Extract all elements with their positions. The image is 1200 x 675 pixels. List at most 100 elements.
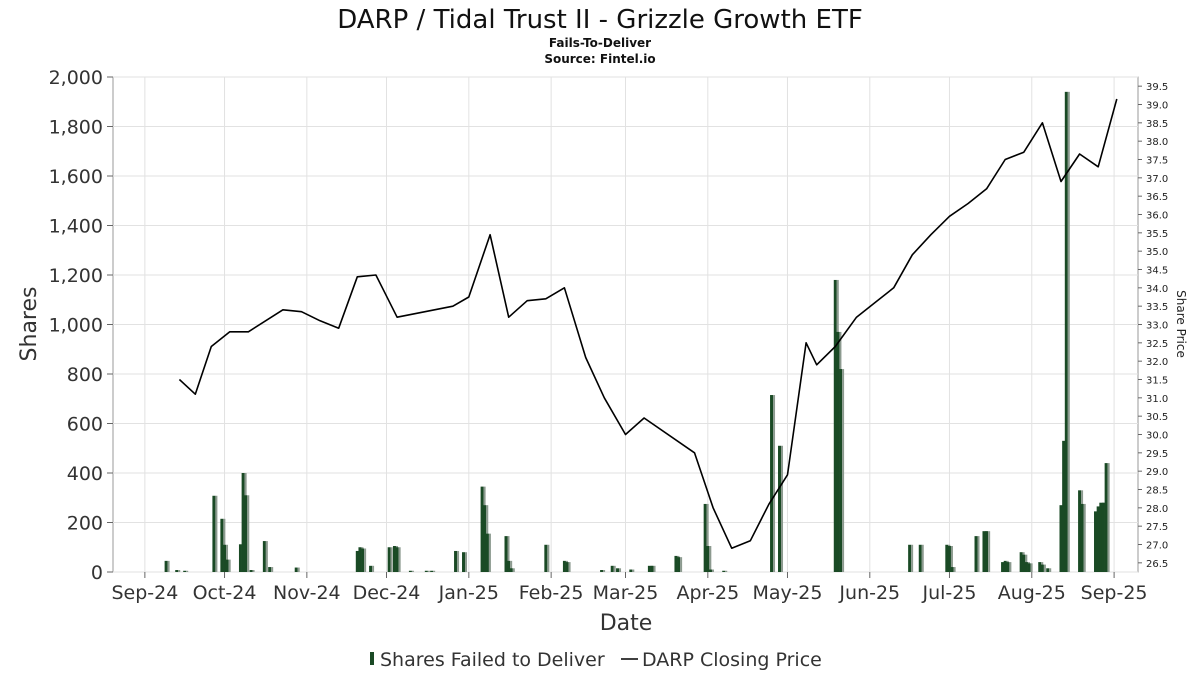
left-tick-label: 2,000 — [49, 67, 103, 89]
ftd-bar — [454, 550, 458, 572]
grid-lines — [113, 76, 1138, 573]
ftd-bar — [544, 544, 548, 572]
left-tick-label: 1,400 — [49, 216, 103, 238]
ftd-bar — [392, 546, 396, 572]
ftd-bar — [424, 570, 428, 572]
ftd-bar — [778, 445, 782, 572]
ftd-bar-shade — [265, 541, 268, 572]
left-tick-label: 1,000 — [49, 315, 103, 337]
ftd-bar — [485, 533, 489, 572]
ftd-bar — [918, 544, 922, 572]
ftd-bar — [647, 565, 651, 572]
ftd-bar — [600, 570, 604, 572]
right-tick-label: 33.0 — [1146, 321, 1168, 332]
ftd-bar — [839, 369, 843, 572]
ftd-bar-shade — [568, 562, 571, 572]
ftd-bar-shade — [1049, 568, 1052, 572]
ftd-bar — [480, 486, 484, 572]
legend-line-label: DARP Closing Price — [642, 649, 822, 671]
right-tick-label: 35.5 — [1146, 229, 1168, 240]
ftd-bar — [504, 536, 508, 572]
right-tick-label: 37.0 — [1146, 174, 1168, 185]
ftd-bar — [361, 548, 365, 572]
ftd-bar — [220, 518, 224, 572]
right-tick-label: 26.5 — [1146, 559, 1168, 570]
ftd-bar-shade — [547, 544, 550, 572]
right-tick-label: 27.5 — [1146, 522, 1168, 533]
ftd-bar — [833, 279, 837, 572]
ftd-bar — [703, 503, 707, 572]
ftd-bar — [1024, 562, 1028, 572]
ftd-bar — [483, 505, 487, 572]
ftd-bar — [225, 559, 229, 572]
chart-subtitle-line-2: Source: Fintel.io — [544, 52, 655, 66]
left-axis-ticks: 0 200 400 600 800 1,000 1,200 1,400 1,600 1,800 2,… — [49, 67, 113, 584]
right-axis-ticks: 26.5 27.0 27.5 28.0 28.5 29.0 29.5 30.0 30.5 31.0… — [1138, 82, 1168, 570]
right-tick-label: 29.5 — [1146, 449, 1168, 460]
ftd-bar — [1062, 440, 1066, 572]
ftd-bar-shade — [709, 546, 712, 572]
ftd-bar-shade — [1083, 503, 1086, 572]
right-tick-label: 36.0 — [1146, 211, 1168, 222]
ftd-bar — [1099, 502, 1103, 572]
ftd-bar-shade — [364, 548, 367, 572]
ftd-bar-shade — [950, 546, 953, 572]
ftd-bar — [164, 560, 168, 572]
right-tick-label: 30.5 — [1146, 412, 1168, 423]
ftd-bar — [1022, 554, 1026, 572]
legend-bar-swatch — [370, 652, 374, 665]
ftd-bar-shade — [706, 503, 709, 572]
ftd-bar — [238, 544, 242, 572]
ftd-bar-shade — [1030, 563, 1033, 572]
ftd-bar — [175, 570, 179, 572]
ftd-bar-shade — [178, 570, 181, 572]
right-tick-label: 36.5 — [1146, 192, 1168, 203]
x-tick-label: Nov-24 — [273, 582, 341, 604]
ftd-bar — [674, 555, 678, 572]
left-tick-label: 600 — [67, 414, 103, 436]
ftd-bar — [770, 395, 774, 572]
legend: Shares Failed to Deliver DARP Closing Pr… — [370, 649, 822, 671]
ftd-bar — [294, 567, 298, 572]
ftd-bar — [355, 550, 359, 572]
right-y-axis-label: Share Price — [1174, 290, 1188, 358]
ftd-bar-shade — [465, 552, 468, 572]
ftd-bar — [249, 570, 253, 572]
ftd-bar — [183, 570, 187, 572]
ftd-bar — [1096, 506, 1100, 572]
ftd-bar-shade — [1067, 91, 1070, 572]
ftd-bar — [616, 568, 620, 572]
x-tick-label: Apr-25 — [676, 582, 739, 604]
x-tick-label: Feb-25 — [519, 582, 584, 604]
right-tick-label: 27.0 — [1146, 541, 1168, 552]
right-tick-label: 38.0 — [1146, 137, 1168, 148]
ftd-bar — [947, 546, 951, 572]
ftd-bar-shade — [186, 570, 189, 572]
ftd-bar — [1101, 502, 1105, 572]
ftd-bar-shade — [427, 570, 430, 572]
ftd-bar-shade — [632, 569, 635, 572]
ftd-bar-shade — [680, 557, 683, 572]
ftd-bar-shade — [953, 567, 956, 572]
ftd-bar — [1001, 562, 1005, 572]
ftd-bar-shade — [411, 570, 414, 572]
ftd-bar-shade — [228, 559, 231, 572]
ftd-bar — [430, 570, 434, 572]
ftd-bar-shade — [988, 531, 991, 572]
ftd-bar — [1006, 562, 1010, 572]
ftd-bar-shade — [619, 568, 622, 572]
ftd-bar — [268, 567, 272, 572]
ftd-bar — [565, 562, 569, 572]
chart-subtitle-line-1: Fails-To-Deliver — [549, 36, 651, 50]
right-tick-label: 34.0 — [1146, 284, 1168, 295]
ftd-bar-shade — [711, 569, 714, 572]
ftd-bar-shade — [603, 570, 606, 572]
right-tick-label: 39.5 — [1146, 82, 1168, 93]
ftd-bar — [950, 567, 954, 572]
ftd-bar — [369, 565, 373, 572]
ftd-bar — [1027, 563, 1031, 572]
ftd-bar-shade — [297, 567, 300, 572]
ftd-bar-shade — [911, 544, 914, 572]
x-tick-label: Jun-25 — [838, 582, 900, 604]
ftd-bar — [722, 570, 726, 572]
